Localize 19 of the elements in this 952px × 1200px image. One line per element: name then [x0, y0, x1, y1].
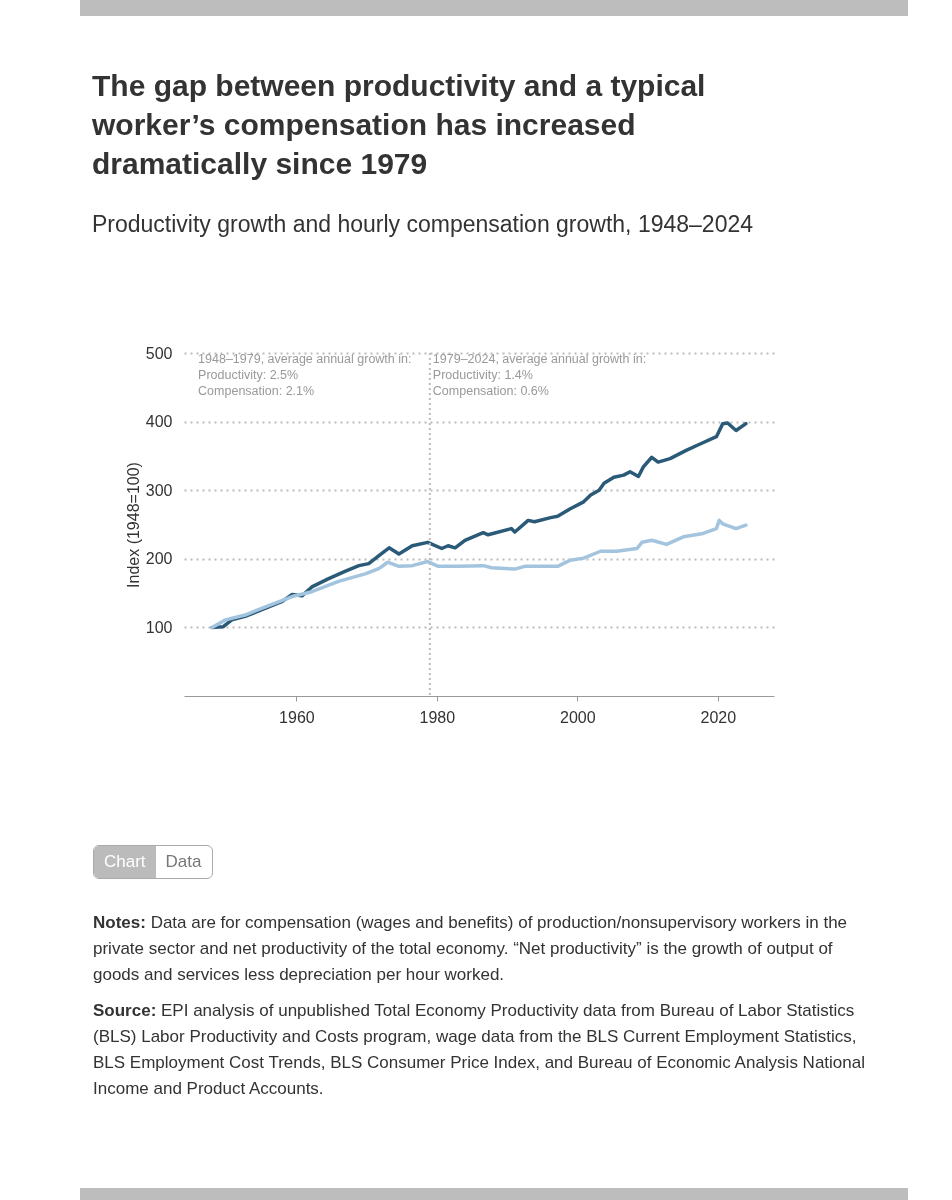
x-tick-label: 1960 — [279, 708, 315, 726]
x-tick-label: 1980 — [419, 708, 456, 726]
annotation: 1948–1979, average annual growth in: Productivity: 2.5% Compensation: 2.1% — [198, 352, 412, 398]
text: Chart — [94, 846, 156, 878]
chart-title: The gap between productivity and a typical worker’s compensation has increased dramatically since 1979 — [92, 68, 707, 182]
y-tick-label: 400 — [145, 413, 173, 431]
y-tick-label: 100 — [145, 618, 173, 636]
y-tick-label: 300 — [145, 481, 173, 499]
line-series — [210, 518, 748, 630]
text: Notes: Data are for compensation (wages and benefits) of production/nonsupervisory workers in the private sector and net productivity of the total economy. “Net productivity” is the growth of output of goods and services less depreciation per hour worked. — [93, 912, 849, 986]
x-tick-label: 2020 — [700, 708, 737, 726]
y-axis-title: Index (1948=100) — [124, 462, 142, 588]
x-tick-label: 2000 — [560, 708, 596, 726]
chart-subtitle: Productivity growth and hourly compensation growth, 1948–2024 — [92, 210, 754, 239]
y-tick-label: 500 — [145, 344, 173, 362]
annotation: 1979–2024, average annual growth in: Productivity: 1.4% Compensation: 0.6% — [432, 352, 647, 398]
text: Data — [164, 851, 203, 873]
source-note: Source: EPI analysis of unpublished Total Economy Productivity data from Bureau of Labor Statistics (BLS) Labor Productivity and Costs program, wage data from the BLS Current Employment Statistics, BLS Employment Cost Trends, BLS Consumer Price Index, and Bureau of Economic Analysis National Income and Product Accounts. — [93, 1000, 866, 1100]
y-tick-label: 200 — [145, 550, 173, 568]
